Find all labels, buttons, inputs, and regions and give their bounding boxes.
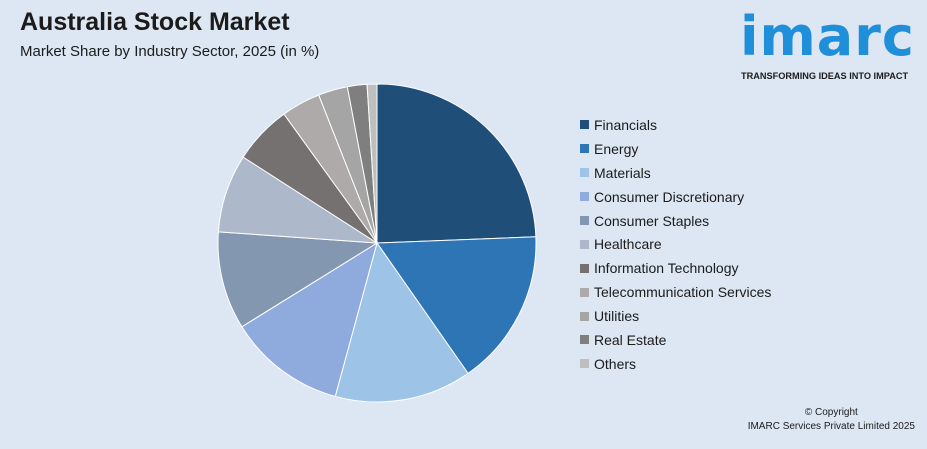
legend-label: Energy [594, 140, 639, 157]
legend-swatch [580, 192, 589, 202]
legend-item: Consumer Staples [580, 209, 771, 233]
legend-item: Utilities [580, 304, 771, 328]
legend-item: Healthcare [580, 232, 771, 256]
chart-title: Australia Stock Market [20, 8, 290, 36]
footer-company: IMARC Services Private Limited 2025 [747, 421, 915, 432]
legend-swatch [580, 239, 589, 249]
legend-swatch [580, 216, 589, 225]
pie-slice-materials [334, 241, 469, 403]
legend-label: Healthcare [594, 236, 662, 253]
legend-item: Others [580, 352, 771, 376]
legend-swatch [580, 335, 589, 345]
legend-item: Real Estate [580, 328, 771, 352]
legend-item: Consumer Discretionary [580, 185, 771, 209]
legend-label: Consumer Staples [594, 212, 710, 229]
legend-label: Others [594, 355, 637, 372]
legend-label: Consumer Discretionary [594, 188, 745, 205]
pie-slice-energy [376, 236, 537, 375]
legend-item: Financials [580, 113, 771, 137]
logo-tagline: TRANSFORMING IDEAS INTO IMPACT [741, 71, 909, 81]
legend-item: Telecommunication Services [580, 280, 771, 304]
legend-label: Utilities [594, 308, 640, 325]
imarc-logo: imarc TRANSFORMING IDEAS INTO IMPACT [740, 8, 920, 88]
pie-slice-consumer-discretionary [241, 241, 378, 398]
footer-copyright: © Copyright [804, 407, 858, 418]
legend-label: Financials [594, 116, 658, 133]
legend-label: Telecommunication Services [594, 284, 772, 301]
legend-swatch [580, 144, 589, 154]
chart-subtitle: Market Share by Industry Sector, 2025 (i… [20, 43, 320, 60]
legend-label: Real Estate [594, 331, 667, 348]
pie-slice-others [366, 83, 378, 244]
legend-label: Materials [594, 164, 651, 181]
legend-swatch [580, 311, 589, 321]
legend-swatch [580, 120, 589, 130]
legend-item: Energy [580, 137, 771, 161]
legend-item: Materials [580, 161, 771, 185]
legend-swatch [580, 168, 589, 178]
legend-label: Information Technology [594, 260, 739, 277]
legend-swatch [580, 359, 589, 369]
pie-slice-financials [376, 83, 537, 244]
pie-slice-consumer-staples [217, 231, 379, 328]
legend-swatch [580, 263, 589, 273]
footer: © Copyright IMARC Services Private Limit… [748, 406, 915, 434]
chart-legend: Financials Energy Materials Consumer Discre… [580, 113, 771, 376]
legend-swatch [580, 287, 589, 297]
legend-item: Information Technology [580, 256, 771, 280]
logo-wordmark: imarc [740, 5, 915, 68]
